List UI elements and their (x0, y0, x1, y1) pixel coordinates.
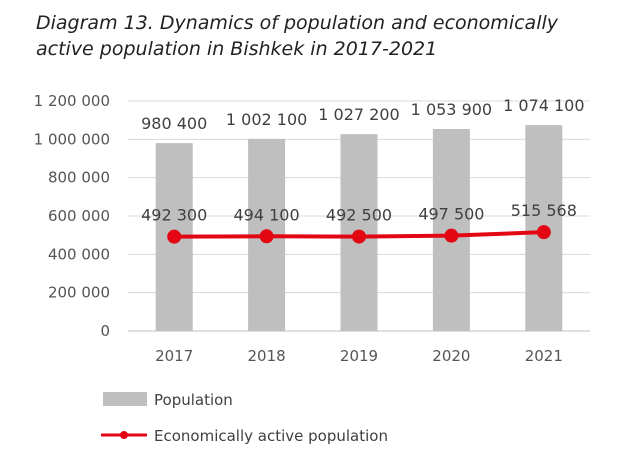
x-tick-label: 2019 (340, 347, 378, 365)
population-bars (155, 125, 563, 332)
x-tick-label: 2021 (525, 347, 563, 365)
bar-value-label: 1 027 200 (318, 105, 399, 124)
line-value-label: 515 568 (511, 201, 577, 220)
line-value-label: 497 500 (418, 205, 484, 224)
data-labels: 980 400 1 002 100 1 027 200 1 053 900 1 074 … (141, 96, 584, 225)
bar-value-label: 1 053 900 (411, 100, 492, 119)
line-value-label: 494 100 (234, 205, 300, 224)
line-value-label: 492 300 (141, 206, 207, 225)
bar-value-label: 1 074 100 (503, 96, 584, 115)
x-axis: 2017 2018 2019 2020 2021 (155, 347, 563, 365)
line-point-2018 (259, 229, 274, 244)
y-tick-label: 800 000 (48, 169, 110, 187)
line-value-label: 492 500 (326, 206, 392, 225)
y-tick-label: 600 000 (48, 207, 110, 225)
line-point-2019 (352, 229, 366, 244)
y-tick-label: 1 200 000 (34, 92, 110, 110)
y-tick-label: 0 (100, 322, 110, 340)
line-point-2021 (536, 225, 551, 240)
bar-value-label: 980 400 (141, 114, 207, 133)
legend: Population Economically active populatio… (101, 391, 388, 445)
legend-label-economically-active: Economically active population (154, 427, 388, 445)
legend-swatch-population (103, 392, 147, 406)
legend-label-population: Population (154, 391, 233, 409)
legend-swatch-marker (120, 431, 128, 439)
x-tick-label: 2020 (432, 347, 470, 365)
chart-title: Diagram 13. Dynamics of population and e… (36, 12, 558, 60)
y-axis: 0 200 000 400 000 600 000 800 000 1 000 000 1 … (34, 92, 110, 340)
bar-value-label: 1 002 100 (226, 110, 307, 129)
y-tick-label: 400 000 (48, 245, 110, 263)
line-point-2017 (167, 229, 182, 244)
economically-active-line (167, 225, 551, 244)
y-tick-label: 200 000 (48, 284, 110, 302)
line-point-2020 (444, 228, 459, 243)
x-tick-label: 2018 (248, 347, 286, 365)
y-tick-label: 1 000 000 (34, 130, 110, 148)
x-tick-label: 2017 (155, 347, 193, 365)
